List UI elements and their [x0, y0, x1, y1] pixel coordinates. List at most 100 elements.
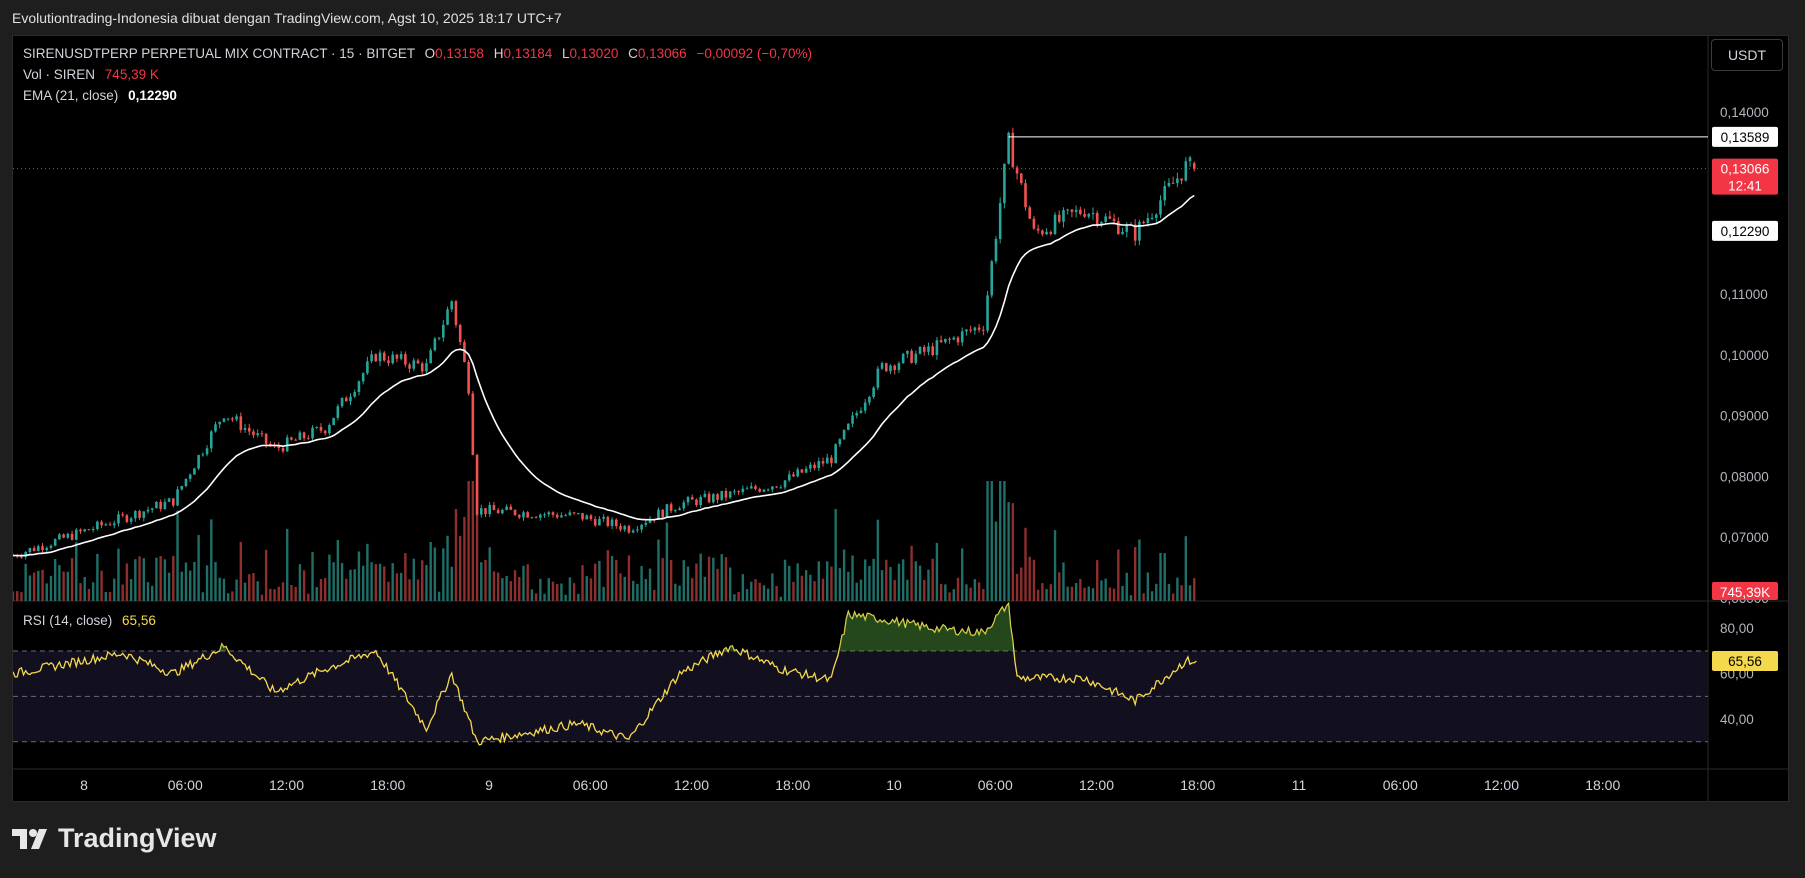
candle-body: [585, 515, 589, 520]
candle-body: [45, 547, 49, 551]
candle-body: [728, 491, 732, 498]
volume-bar: [96, 553, 99, 601]
candle-body: [589, 515, 593, 520]
candle-body: [749, 486, 753, 489]
candle-body: [294, 439, 297, 441]
candle-body: [260, 433, 264, 435]
candle-body: [965, 329, 968, 332]
volume-legend[interactable]: Vol · SIREN 745,39 K: [23, 67, 159, 82]
volume-bar: [1011, 503, 1015, 601]
candle-body: [834, 444, 837, 464]
volume-bar: [771, 573, 774, 601]
volume-bar: [121, 584, 124, 601]
volume-bar: [332, 562, 335, 601]
rsi-tick-label: 80,00: [1720, 621, 1754, 636]
candle-body: [243, 427, 247, 430]
volume-bar: [893, 579, 896, 601]
candle-body: [378, 352, 382, 362]
candle-body: [256, 433, 259, 436]
volume-bar: [298, 564, 302, 601]
candle-body: [323, 430, 327, 434]
candle-body: [239, 416, 243, 430]
candle-body: [1057, 214, 1061, 222]
volume-bar: [716, 568, 719, 601]
rsi-label: RSI (14, close): [23, 613, 113, 628]
candle-body: [20, 556, 23, 558]
volume-bar: [1108, 587, 1112, 601]
volume-bar: [100, 570, 103, 601]
rsi-legend[interactable]: RSI (14, close) 65,56: [23, 613, 156, 628]
candle-body: [910, 350, 913, 363]
volume-bar: [585, 576, 588, 601]
volume-bar: [834, 509, 837, 601]
candle-body: [87, 529, 91, 531]
volume-bar: [222, 578, 226, 601]
candle-body: [1024, 183, 1027, 208]
candle-body: [863, 402, 867, 411]
time-tick-label: 06:00: [1383, 777, 1418, 793]
close-value: 0,13066: [637, 46, 687, 61]
candle-body: [564, 515, 567, 517]
ema-badge-text: 0,12290: [1721, 224, 1770, 239]
candle-body: [201, 454, 205, 456]
candle-body: [716, 494, 719, 500]
volume-bar: [353, 569, 356, 601]
candle-body: [690, 497, 694, 500]
candle-body: [74, 529, 78, 540]
volume-bar: [49, 575, 53, 601]
candle-body: [1028, 207, 1032, 219]
volume-bar: [32, 572, 36, 601]
volume-bar: [956, 577, 960, 601]
volume-bar: [842, 549, 846, 601]
volume-bar: [366, 543, 369, 601]
volume-bar: [944, 584, 947, 601]
chart-area[interactable]: 0,150000,140000,130000,120000,110000,100…: [12, 35, 1789, 802]
volume-bar: [214, 562, 217, 601]
time-tick-label: 18:00: [1585, 777, 1620, 793]
volume-badge-bg: [1712, 582, 1778, 600]
chart-canvas[interactable]: 0,150000,140000,130000,120000,110000,100…: [13, 36, 1789, 802]
candle-body: [28, 548, 32, 553]
volume-bar: [307, 593, 310, 601]
chart-caption: Evolutiontrading-Indonesia dibuat dengan…: [12, 10, 562, 26]
volume-bar: [910, 545, 913, 601]
volume-bar: [728, 567, 732, 601]
volume-bar: [1188, 585, 1192, 601]
candle-body: [665, 504, 669, 518]
high-value: 0,13184: [503, 46, 553, 61]
candle-body: [1184, 161, 1188, 181]
ema-legend[interactable]: EMA (21, close) 0,12290: [23, 88, 177, 103]
candle-body: [1045, 231, 1048, 235]
volume-bar: [492, 571, 496, 601]
candle-body: [70, 533, 74, 540]
currency-button[interactable]: USDT: [1711, 39, 1783, 71]
candle-body: [766, 489, 770, 491]
volume-bar: [412, 558, 415, 601]
candle-body: [627, 526, 631, 533]
volume-bar: [184, 562, 188, 601]
candle-body: [125, 515, 129, 522]
volume-bar: [357, 551, 361, 601]
volume-bar: [273, 589, 276, 601]
price-tick-label: 0,07000: [1720, 530, 1769, 545]
candle-body: [454, 301, 458, 325]
volume-bar: [480, 562, 483, 601]
candle-body: [893, 365, 897, 370]
candle-body: [931, 346, 934, 356]
volume-bar: [901, 559, 905, 601]
high-label: H: [493, 46, 504, 61]
symbol-name[interactable]: SIRENUSDTPERP PERPETUAL MIX CONTRACT · 1…: [23, 46, 415, 61]
candle-body: [577, 513, 580, 515]
tradingview-brand[interactable]: TradingView: [12, 823, 217, 854]
volume-bar: [712, 557, 715, 601]
candle-body: [433, 338, 437, 351]
candle-body: [1180, 178, 1183, 181]
volume-bar: [1041, 583, 1044, 601]
volume-bar: [804, 570, 808, 601]
candle-body: [1049, 231, 1053, 235]
volume-bar: [657, 539, 660, 601]
volume-bar: [758, 582, 761, 601]
volume-bar: [458, 535, 462, 601]
volume-bar: [868, 565, 871, 601]
candle-body: [1163, 186, 1167, 201]
